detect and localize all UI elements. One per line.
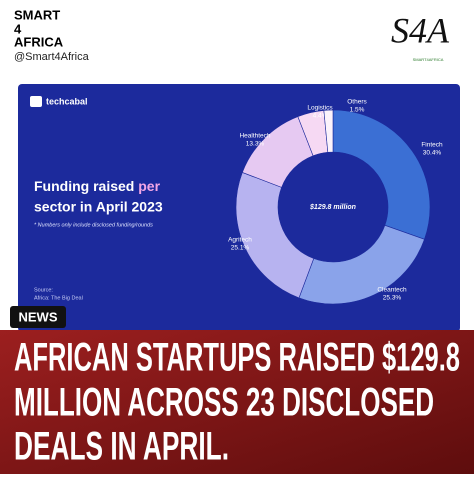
banner <box>0 330 474 474</box>
badge-text: NEWS <box>19 309 58 324</box>
center-label: $129.8 million <box>309 204 356 211</box>
title-part: per <box>138 178 160 194</box>
segment-label: Fintech <box>421 142 443 149</box>
brand: AFRICA <box>14 34 64 49</box>
publisher: techcabal <box>46 96 88 106</box>
segment-label: Others <box>347 99 367 106</box>
headline: DEALS IN APRIL. <box>14 425 229 469</box>
badge <box>10 306 66 328</box>
value-label: 4.4% <box>313 113 328 120</box>
publisher-icon <box>30 96 42 107</box>
logo: S4A <box>391 10 450 50</box>
headline: AFRICAN STARTUPS RAISED $129.8 <box>14 336 460 380</box>
source: Africa: The Big Deal <box>34 295 83 301</box>
logo-caption: SMART4AFRICA <box>413 57 444 62</box>
donut-segment <box>323 109 334 153</box>
value-label: 1.5% <box>350 107 365 114</box>
value-label: 30.4% <box>423 150 442 157</box>
value-label: 25.1% <box>231 245 250 252</box>
title-part: Funding raised <box>34 178 138 194</box>
value-label: 25.3% <box>383 295 402 302</box>
segment-label: Cleantech <box>377 287 407 294</box>
note: * Numbers only include disclosed funding… <box>34 222 153 228</box>
segment-label: Logistics <box>307 105 333 112</box>
card-title: sector in April 2023 <box>34 199 163 215</box>
brand: 4 <box>14 21 22 36</box>
handle: @Smart4Africa <box>14 51 90 63</box>
brand: SMART <box>14 7 60 22</box>
segment-label: Healthtech <box>239 133 270 140</box>
headline: MILLION ACROSS 23 DISCLOSED <box>14 381 434 425</box>
donut-segment <box>332 109 431 240</box>
value-label: 13.3% <box>246 141 265 148</box>
card-title: Funding raised per <box>34 178 161 194</box>
source: Source: <box>34 287 53 293</box>
segment-label: Agritech <box>228 237 252 244</box>
